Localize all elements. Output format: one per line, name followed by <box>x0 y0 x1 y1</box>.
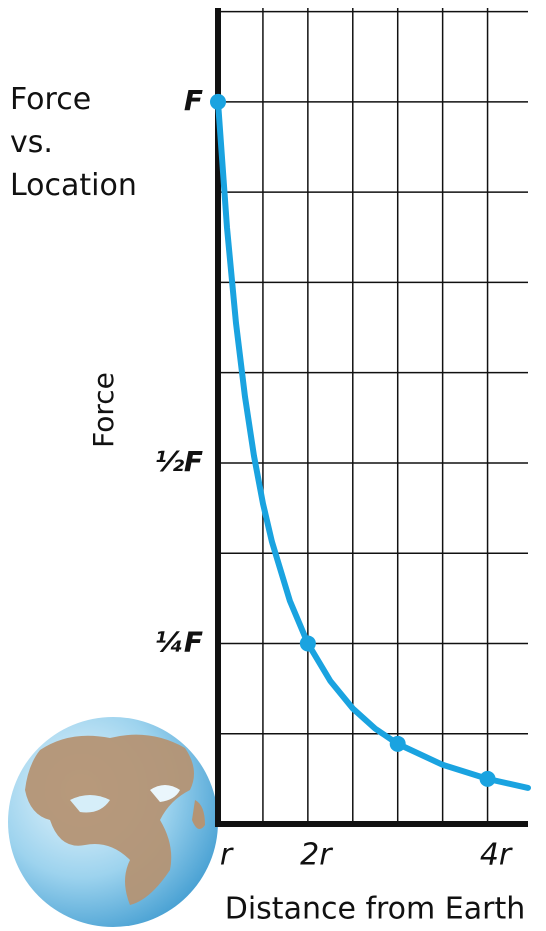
chart: Force Distance from Earth ¼F ½F Fr 2r 4r <box>0 0 546 931</box>
x-tick-label: 2r <box>300 838 333 873</box>
x-tick-label: r <box>220 838 234 873</box>
y-tick-label: F <box>184 84 203 117</box>
y-tick-label: ½F <box>155 445 203 478</box>
y-axis-label: Force <box>87 372 120 448</box>
curve <box>218 102 528 788</box>
y-tick-label: ¼F <box>155 625 203 658</box>
point <box>210 94 226 110</box>
page: Force vs. Location Force Distance from E… <box>0 0 546 931</box>
x-tick-label: 4r <box>480 838 513 873</box>
x-axis-label: Distance from Earth <box>225 892 526 927</box>
point <box>480 771 496 787</box>
point <box>300 635 316 651</box>
point <box>390 736 406 752</box>
earth <box>8 717 218 927</box>
